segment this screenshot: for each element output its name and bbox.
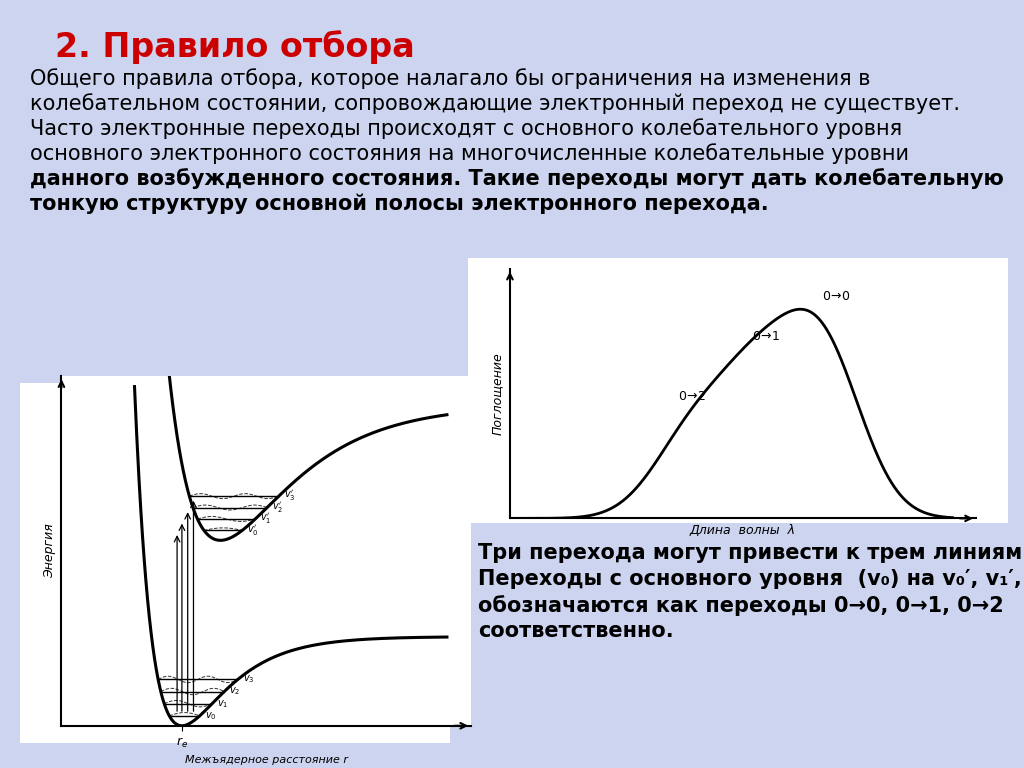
Text: обозначаются как переходы 0→0, 0→1, 0→2: обозначаются как переходы 0→0, 0→1, 0→2 bbox=[478, 595, 1004, 616]
Text: $0\!\to\!0$: $0\!\to\!0$ bbox=[822, 290, 850, 303]
Bar bbox=[468, 258, 1008, 523]
Text: $0\!\to\!1$: $0\!\to\!1$ bbox=[753, 330, 780, 343]
X-axis label: Длина  волны  λ: Длина волны λ bbox=[690, 524, 796, 537]
Bar bbox=[20, 383, 450, 743]
Text: Три перехода могут привести к трем линиям.: Три перехода могут привести к трем линия… bbox=[478, 543, 1024, 563]
Text: Часто электронные переходы происходят с основного колебательного уровня: Часто электронные переходы происходят с … bbox=[30, 118, 902, 139]
Text: $v_1'$: $v_1'$ bbox=[260, 511, 271, 526]
Text: тонкую структуру основной полосы электронного перехода.: тонкую структуру основной полосы электро… bbox=[30, 193, 769, 214]
Text: $v_2'$: $v_2'$ bbox=[272, 500, 284, 515]
Text: 2. Правило отбора: 2. Правило отбора bbox=[55, 30, 415, 64]
Text: Общего правила отбора, которое налагало бы ограничения на изменения в: Общего правила отбора, которое налагало … bbox=[30, 68, 870, 89]
Text: $v_0$: $v_0$ bbox=[205, 710, 216, 722]
Text: $v_3$: $v_3$ bbox=[243, 674, 254, 685]
Text: $v_3'$: $v_3'$ bbox=[284, 488, 295, 504]
Text: $0\!\to\!2$: $0\!\to\!2$ bbox=[678, 389, 706, 402]
Text: данного возбужденного состояния. Такие переходы могут дать колебательную: данного возбужденного состояния. Такие п… bbox=[30, 168, 1004, 189]
Text: $v_0'$: $v_0'$ bbox=[247, 523, 259, 538]
Text: Переходы с основного уровня  (v₀) на v₀′, v₁′, v₂′: Переходы с основного уровня (v₀) на v₀′,… bbox=[478, 569, 1024, 589]
Y-axis label: Энергия: Энергия bbox=[43, 524, 56, 578]
Text: $v_1$: $v_1$ bbox=[217, 698, 228, 710]
Text: колебательном состоянии, сопровождающие электронный переход не существует.: колебательном состоянии, сопровождающие … bbox=[30, 93, 961, 114]
X-axis label: Межъядерное расстояние r: Межъядерное расстояние r bbox=[184, 755, 348, 765]
Y-axis label: Поглощение: Поглощение bbox=[492, 353, 505, 435]
Text: $v_2$: $v_2$ bbox=[229, 686, 241, 697]
Text: соответственно.: соответственно. bbox=[478, 621, 674, 641]
Text: основного электронного состояния на многочисленные колебательные уровни: основного электронного состояния на мног… bbox=[30, 143, 909, 164]
